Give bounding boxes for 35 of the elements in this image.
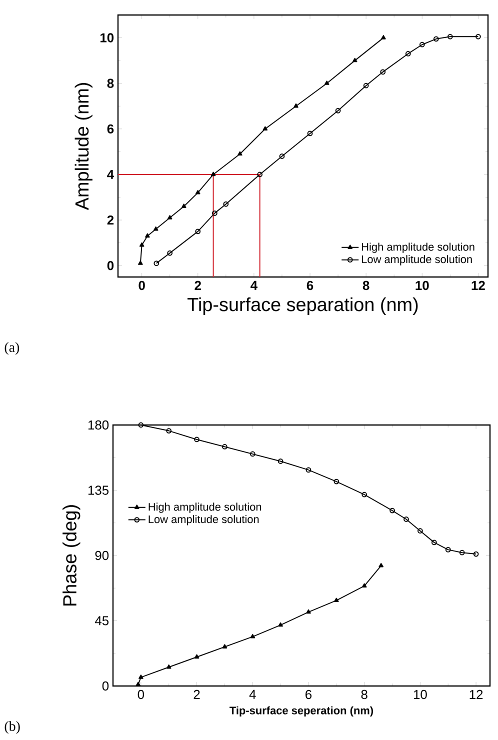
x-tick-label: 0 <box>138 280 145 290</box>
y-tick-label: 90 <box>95 550 109 560</box>
legend-label: Low amplitude solution <box>148 515 259 526</box>
text: (a) <box>4 342 20 355</box>
y-tick-label: 10 <box>100 33 114 42</box>
legend-label: Low amplitude solution <box>362 255 472 266</box>
x-tick-label: 12 <box>472 280 485 290</box>
legend-label: High amplitude solution <box>148 502 262 513</box>
x-axis-title: Tip-surface separation (nm) <box>188 297 418 315</box>
y-tick-label: 8 <box>107 78 114 88</box>
y-tick-label: 45 <box>94 616 109 626</box>
y-axis-title: Amplitude (nm) <box>74 83 92 210</box>
y-tick-label: 0 <box>102 681 109 691</box>
y-tick-label: 180 <box>88 420 109 430</box>
x-tick-label: 4 <box>249 690 256 699</box>
x-tick-label: 8 <box>362 280 370 290</box>
x-tick-label: 6 <box>306 280 314 290</box>
y-tick-label: 0 <box>107 261 114 270</box>
x-tick-label: 10 <box>416 280 429 290</box>
text: (b) <box>4 721 20 734</box>
x-tick-label: 4 <box>250 280 258 290</box>
y-tick-label: 2 <box>107 216 114 225</box>
legend-label: High amplitude solution <box>362 242 474 253</box>
y-tick-label: 135 <box>88 486 109 495</box>
y-tick-label: 6 <box>107 124 114 134</box>
y-axis-title: Phase (deg) <box>62 505 80 606</box>
x-tick-label: 6 <box>306 690 312 700</box>
y-tick-label: 4 <box>107 170 114 179</box>
x-tick-label: 0 <box>138 690 144 700</box>
x-tick-label: 2 <box>194 690 200 699</box>
x-tick-label: 10 <box>414 690 427 700</box>
x-tick-label: 2 <box>194 280 201 290</box>
x-tick-label: 12 <box>470 690 483 699</box>
x-axis-title: Tip-surface seperation (nm) <box>230 706 374 717</box>
x-tick-label: 8 <box>361 690 368 700</box>
